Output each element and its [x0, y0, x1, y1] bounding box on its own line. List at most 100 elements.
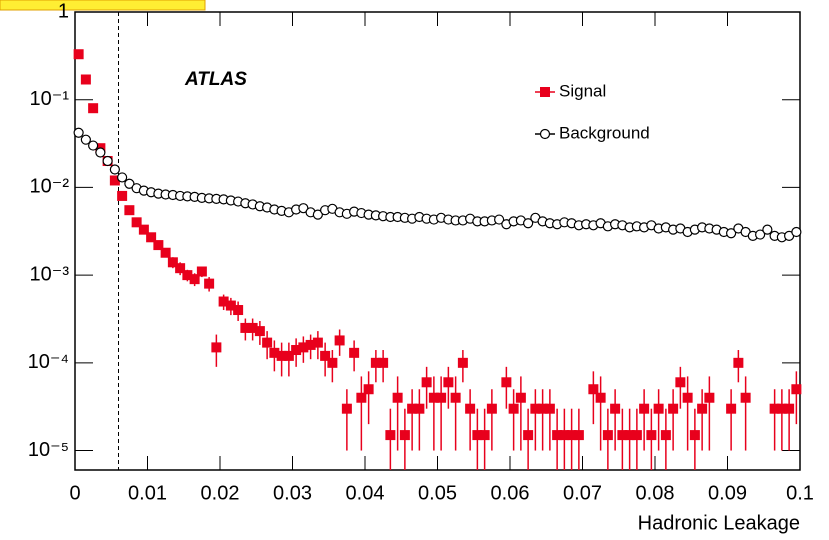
data-point [501, 377, 512, 388]
data-point [740, 392, 751, 403]
data-point [595, 392, 606, 403]
data-point [631, 430, 642, 441]
data-point [457, 357, 468, 368]
y-tick-label: 1 [58, 0, 69, 22]
data-point [385, 430, 396, 441]
data-point [189, 274, 200, 285]
data-point [117, 190, 128, 201]
data-point [573, 430, 584, 441]
data-point [414, 403, 425, 414]
data-point [588, 384, 599, 395]
data-point [327, 357, 338, 368]
data-point [660, 430, 671, 441]
data-point [153, 240, 164, 251]
data-point [124, 178, 135, 189]
legend-label: Signal [559, 81, 606, 100]
data-point [791, 226, 802, 238]
x-tick-label: 0.09 [708, 482, 747, 504]
data-point [204, 278, 215, 289]
data-point [196, 266, 207, 277]
data-point [88, 103, 99, 114]
data-point [682, 392, 693, 403]
x-tick-label: 0.03 [273, 482, 312, 504]
data-point [102, 155, 113, 167]
data-point [80, 134, 91, 145]
x-axis-label: Hadronic Leakage [638, 512, 800, 534]
data-point [465, 403, 476, 414]
data-point [436, 392, 447, 403]
legend-label: Background [559, 123, 650, 142]
data-point [653, 403, 664, 414]
data-point [544, 403, 555, 414]
data-point [508, 403, 519, 414]
data-point [762, 224, 773, 235]
data-point [675, 377, 686, 388]
data-point [146, 232, 157, 243]
data-point [349, 347, 360, 358]
data-point [726, 403, 737, 414]
data-point [211, 342, 222, 353]
legend-marker [539, 128, 551, 140]
data-point [689, 430, 700, 441]
data-point [334, 335, 345, 346]
annotation: ATLAS [184, 69, 247, 90]
y-tick-label: 10⁻¹ [30, 88, 70, 110]
x-tick-label: 0.05 [418, 482, 457, 504]
y-tick-label: 10⁻⁴ [28, 351, 69, 373]
corner-tag [0, 0, 206, 11]
x-tick-label: 0.1 [786, 482, 814, 504]
data-point [399, 430, 410, 441]
data-point [175, 263, 186, 274]
y-tick-label: 10⁻³ [30, 263, 70, 285]
data-point [733, 357, 744, 368]
data-point [784, 403, 795, 414]
data-point [755, 229, 766, 240]
data-point [639, 403, 650, 414]
data-point [486, 403, 497, 414]
data-point [668, 403, 679, 414]
x-tick-label: 0.02 [201, 482, 240, 504]
data-point [494, 214, 505, 225]
data-point [363, 384, 374, 395]
data-point [320, 350, 331, 361]
data-point [726, 228, 737, 239]
data-point [791, 384, 802, 395]
x-tick-label: 0.06 [491, 482, 530, 504]
y-tick-label: 10⁻² [30, 176, 70, 198]
data-point [283, 350, 294, 361]
data-point [610, 403, 621, 414]
data-point [341, 403, 352, 414]
data-point [646, 430, 657, 441]
data-point [138, 224, 149, 235]
data-point [124, 205, 135, 216]
data-point [392, 392, 403, 403]
data-point [80, 74, 91, 85]
data-point [95, 147, 106, 158]
data-point [167, 257, 178, 268]
data-point [602, 430, 613, 441]
data-point [73, 49, 84, 60]
data-point [131, 217, 142, 228]
data-point [421, 377, 432, 388]
data-point [523, 218, 534, 229]
data-point [160, 247, 171, 258]
x-tick-label: 0.07 [563, 482, 602, 504]
x-tick-label: 0.08 [636, 482, 675, 504]
data-point [523, 430, 534, 441]
data-point [117, 172, 128, 183]
data-point [356, 392, 367, 403]
data-point [515, 392, 526, 403]
data-point [697, 403, 708, 414]
legend-marker [540, 87, 550, 97]
x-tick-label: 0.04 [346, 482, 385, 504]
x-tick-label: 0 [69, 482, 80, 504]
data-point [450, 392, 461, 403]
data-point [479, 430, 490, 441]
data-point [88, 140, 99, 151]
data-point [312, 209, 323, 220]
data-point [233, 305, 244, 316]
data-point [378, 357, 389, 368]
data-point [443, 377, 454, 388]
